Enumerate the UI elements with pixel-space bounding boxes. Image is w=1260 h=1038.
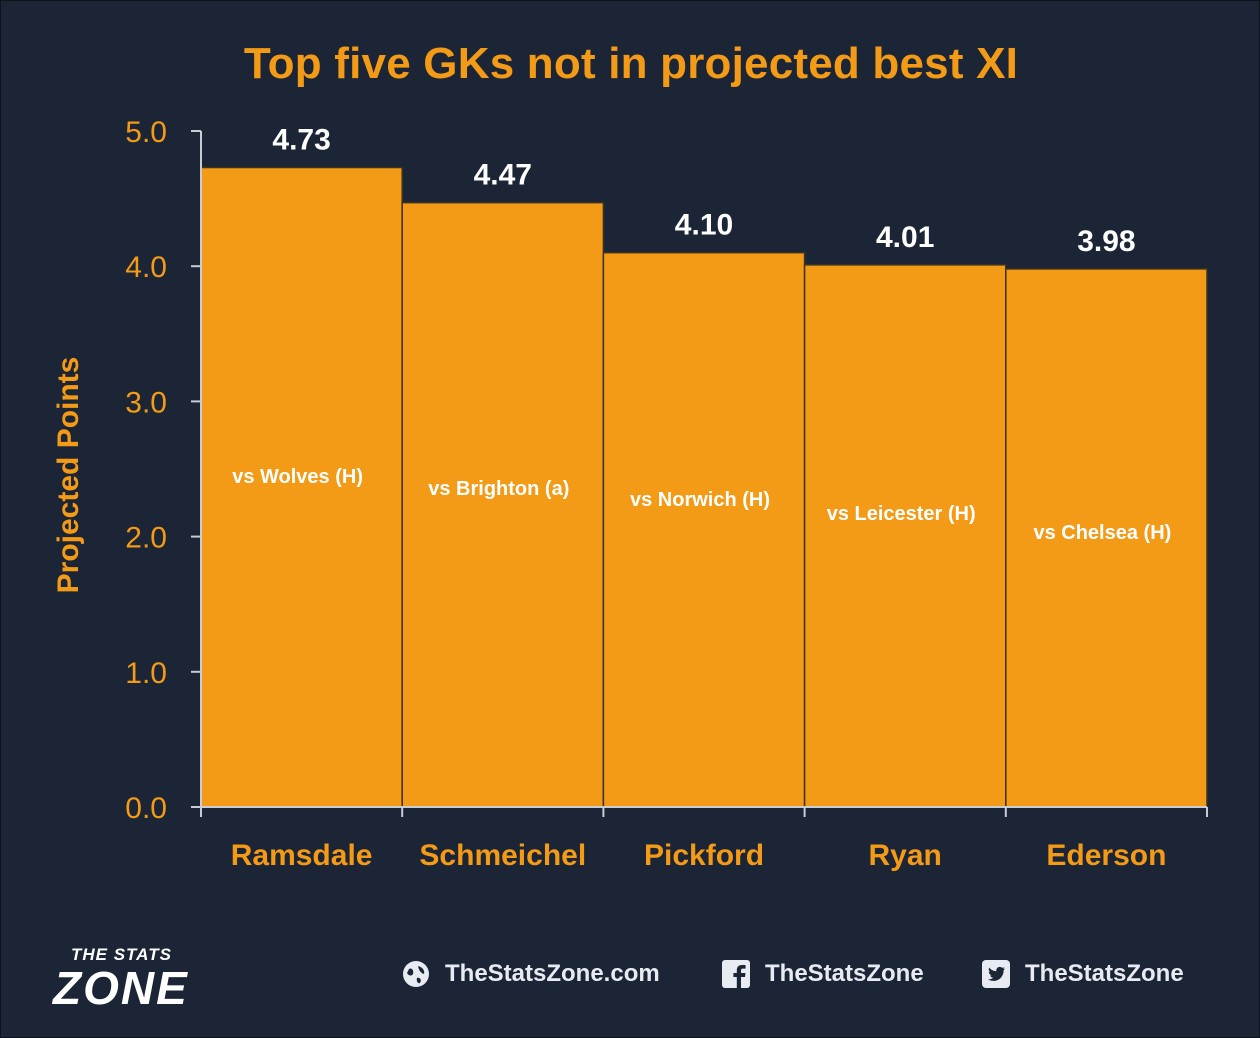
data-label: 4.47 — [474, 159, 532, 192]
bar-annotation: vs Norwich (H) — [630, 489, 770, 511]
data-label: 3.98 — [1077, 225, 1135, 258]
y-tick-label: 5.0 — [125, 116, 167, 149]
chart-title: Top five GKs not in projected best XI — [243, 39, 1019, 88]
x-tick-label: Schmeichel — [419, 839, 586, 872]
bar-annotation: vs Brighton (a) — [428, 478, 569, 500]
website-text: TheStatsZone.com — [445, 960, 660, 987]
y-tick-label: 1.0 — [125, 657, 167, 690]
logo-top-text: THE STATS — [71, 945, 172, 964]
bar — [401, 201, 605, 808]
facebook-link[interactable]: TheStatsZone — [721, 959, 924, 989]
bar-chart: 0.0 1.0 2.0 3.0 4.0 5.0 Ramsdale 4.73 vs Wolves … — [125, 116, 1208, 872]
twitter-link[interactable]: TheStatsZone — [981, 959, 1184, 989]
twitter-icon — [981, 959, 1011, 989]
stats-zone-logo: THE STATS ZONE — [49, 939, 269, 1014]
bar-annotation: vs Leicester (H) — [827, 503, 976, 525]
facebook-text: TheStatsZone — [765, 960, 924, 987]
y-tick-label: 4.0 — [125, 251, 167, 284]
data-label: 4.01 — [876, 221, 934, 254]
y-tick-label: 2.0 — [125, 522, 167, 555]
facebook-icon — [721, 959, 751, 989]
y-tick-label: 3.0 — [125, 386, 167, 419]
data-label: 4.10 — [675, 209, 733, 242]
x-tick-label: Ryan — [869, 839, 942, 872]
bar-annotation: vs Wolves (H) — [232, 466, 363, 488]
data-label: 4.73 — [272, 124, 330, 157]
bar — [803, 264, 1007, 808]
x-tick-label: Ederson — [1046, 839, 1166, 872]
globe-icon — [401, 959, 431, 989]
twitter-text: TheStatsZone — [1025, 960, 1184, 987]
website-link[interactable]: TheStatsZone.com — [401, 959, 660, 989]
x-tick-label: Ramsdale — [231, 839, 373, 872]
bar — [1005, 268, 1208, 808]
bar-annotation: vs Chelsea (H) — [1033, 522, 1171, 544]
bar — [602, 251, 806, 808]
logo-main-text: ZONE — [53, 962, 189, 1014]
x-tick-label: Pickford — [644, 839, 764, 872]
y-tick-label: 0.0 — [125, 792, 167, 825]
bar — [200, 166, 403, 808]
